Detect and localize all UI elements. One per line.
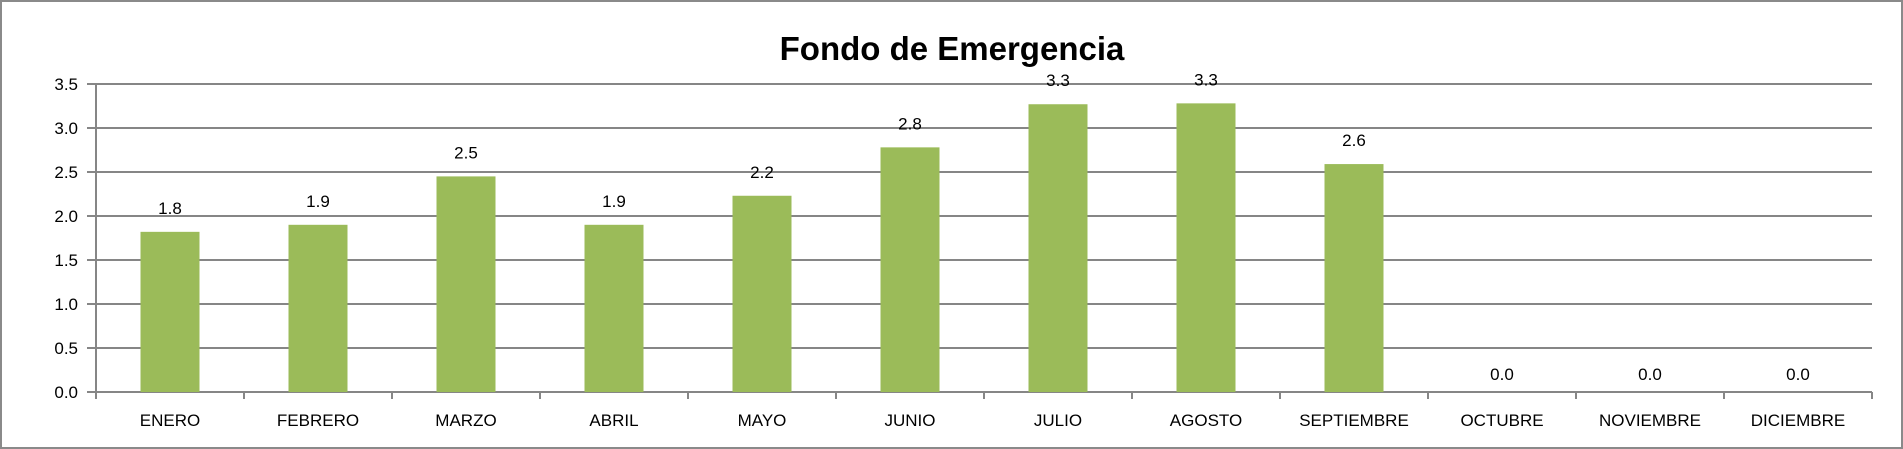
- x-tick-label: AGOSTO: [1170, 411, 1242, 430]
- y-tick-label: 3.0: [54, 119, 78, 138]
- x-tick-label: JUNIO: [885, 411, 936, 430]
- bar-marzo: [436, 176, 496, 392]
- x-tick-label: MARZO: [435, 411, 496, 430]
- data-label: 2.8: [898, 114, 922, 133]
- bar-enero: [140, 231, 200, 392]
- data-label: 0.0: [1786, 365, 1810, 384]
- bar-julio: [1028, 104, 1088, 393]
- data-label: 3.3: [1194, 70, 1218, 89]
- gridlines: [87, 83, 1872, 393]
- bar-mayo: [732, 195, 792, 392]
- bar-agosto: [1176, 103, 1236, 393]
- data-label: 2.5: [454, 143, 478, 162]
- x-tick-label: OCTUBRE: [1460, 411, 1543, 430]
- bars: [140, 103, 1384, 393]
- bar-junio: [880, 147, 940, 392]
- x-tick-label: NOVIEMBRE: [1599, 411, 1701, 430]
- y-tick-label: 0.0: [54, 383, 78, 402]
- data-label: 1.9: [602, 192, 626, 211]
- chart-title: Fondo de Emergencia: [780, 30, 1125, 67]
- data-label: 0.0: [1490, 365, 1514, 384]
- data-label: 1.9: [306, 192, 330, 211]
- x-tick-label: DICIEMBRE: [1751, 411, 1845, 430]
- y-tick-label: 2.0: [54, 207, 78, 226]
- x-tick-label: JULIO: [1034, 411, 1082, 430]
- y-tick-label: 2.5: [54, 163, 78, 182]
- bar-septiembre: [1324, 164, 1384, 392]
- data-label: 3.3: [1046, 71, 1070, 90]
- y-tick-label: 1.0: [54, 295, 78, 314]
- data-label: 2.6: [1342, 131, 1366, 150]
- data-label: 1.8: [158, 199, 182, 218]
- data-label: 0.0: [1638, 365, 1662, 384]
- y-tick-label: 0.5: [54, 339, 78, 358]
- axes: 0.0 0.5 1.0 1.5 2.0 2.5 3.0 3.5 ENERO FEBRERO MARZ…: [54, 75, 1873, 430]
- y-tick-label: 1.5: [54, 251, 78, 270]
- x-tick-label: SEPTIEMBRE: [1299, 411, 1409, 430]
- x-tick-label: ABRIL: [589, 411, 638, 430]
- y-tick-label: 3.5: [54, 75, 78, 94]
- data-labels: 1.8 1.9 2.5 1.9 2.2 2.8 3.3 3.3 2.6 0.0 0.0 0.0: [158, 70, 1810, 384]
- bar-abril: [584, 224, 644, 392]
- x-tick-label: ENERO: [140, 411, 200, 430]
- data-label: 2.2: [750, 163, 774, 182]
- x-tick-label: FEBRERO: [277, 411, 359, 430]
- x-tick-label: MAYO: [738, 411, 787, 430]
- bar-febrero: [288, 224, 348, 392]
